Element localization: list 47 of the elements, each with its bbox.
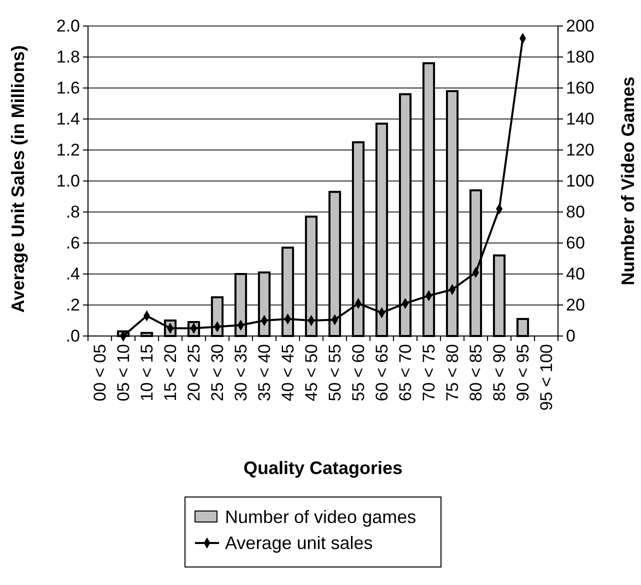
x-tick-label: 95 < 100 [537, 344, 556, 411]
x-tick-label: 35 < 40 [255, 344, 274, 402]
y2-tick-label: 200 [566, 16, 594, 36]
y-tick-label: 1.4 [56, 109, 80, 128]
y2-tick-label: 140 [566, 109, 594, 128]
x-tick-label: 50 < 55 [326, 344, 345, 402]
y2-tick-label: 40 [566, 264, 585, 284]
legend-label: Average unit sales [225, 533, 373, 553]
x-tick-label: 65 < 70 [396, 344, 416, 402]
y-axis-title: Average Unit Sales (in Millions) [8, 45, 28, 313]
x-tick-label: 40 < 45 [278, 344, 298, 402]
y2-axis-title: Number of Video Games [618, 76, 638, 286]
x-tick-label: 70 < 75 [420, 344, 439, 402]
y-tick-label: 1.6 [56, 78, 80, 98]
x-tick-label: 20 < 25 [184, 344, 204, 402]
y-tick-label: .0 [66, 326, 80, 346]
x-tick-label: 30 < 35 [232, 344, 251, 402]
y2-tick-label: 60 [566, 233, 585, 252]
x-tick-label: 15 < 20 [161, 344, 180, 402]
y-tick-label: .4 [66, 264, 80, 284]
x-tick-label: 55 < 60 [349, 344, 368, 402]
x-tick-label: 45 < 50 [302, 344, 322, 402]
y-tick-label: .6 [66, 233, 80, 252]
y2-tick-label: 120 [566, 140, 594, 160]
x-axis-title: Quality Catagories [243, 458, 403, 478]
y-tick-label: 1.2 [56, 140, 80, 160]
y-tick-label: .8 [66, 202, 80, 222]
x-tick-label: 10 < 15 [138, 344, 157, 402]
y2-tick-label: 100 [566, 171, 594, 190]
y2-tick-label: 80 [566, 202, 585, 222]
y-tick-label: 2.0 [56, 16, 80, 36]
legend-label: Number of video games [225, 507, 416, 527]
x-tick-label: 60 < 65 [372, 344, 392, 402]
y2-tick-label: 20 [566, 295, 585, 314]
y-tick-label: .2 [66, 295, 80, 314]
y-tick-label: 1.0 [56, 171, 80, 190]
x-tick-label: 05 < 10 [114, 344, 134, 402]
x-tick-label: 00 < 05 [90, 344, 110, 402]
x-tick-label: 75 < 80 [443, 344, 462, 402]
y-tick-label: 1.8 [56, 47, 80, 66]
x-tick-label: 90 < 95 [514, 344, 533, 402]
x-tick-label: 85 < 90 [490, 344, 510, 402]
y2-tick-label: 160 [566, 78, 594, 98]
x-tick-label: 80 < 85 [466, 344, 486, 402]
y2-tick-label: 0 [566, 326, 576, 346]
y2-tick-label: 180 [566, 47, 594, 66]
x-tick-label: 25 < 30 [208, 344, 228, 402]
